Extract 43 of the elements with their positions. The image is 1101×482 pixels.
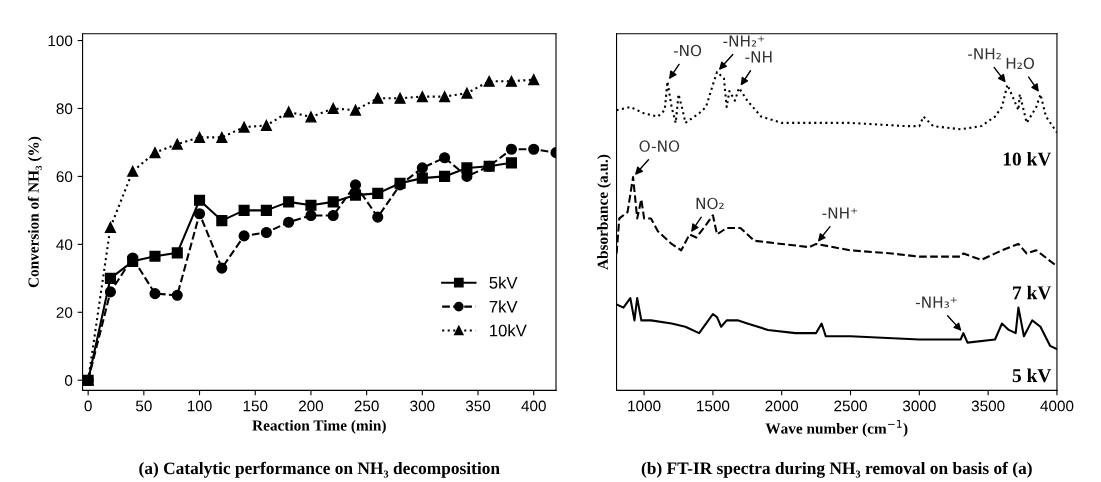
x-tick-label: 1000: [628, 400, 661, 412]
x-tick-label: 50: [135, 400, 152, 412]
x-axis-title: Reaction Time (min): [252, 419, 386, 434]
x-tick-label: 100: [187, 400, 212, 412]
series-label: 5 kV: [1012, 368, 1052, 383]
y-axis-title: Absorbance (a.u.): [597, 154, 611, 270]
series-label: 7 kV: [1013, 285, 1052, 300]
legend-label: 7kV: [489, 300, 518, 313]
annotation: O-NO: [639, 140, 680, 152]
y-tick-label: 40: [56, 239, 73, 251]
annotation: NO₂: [696, 197, 724, 210]
x-tick-label: 0: [84, 400, 92, 412]
x-tick-label: 200: [298, 400, 324, 412]
y-tick-label: 20: [56, 307, 73, 318]
annotation: H₂O: [1006, 57, 1035, 70]
annotation: -NH: [745, 51, 772, 63]
series-label: 10 kV: [1003, 151, 1052, 166]
text: (b) FT-IR spectra during NH₃ removal on basis of (a): [641, 461, 1032, 478]
x-tick-label: 3500: [971, 400, 1005, 412]
x-tick-label: 4000: [1040, 400, 1074, 412]
x-tick-label: 300: [410, 400, 435, 412]
y-tick-label: 80: [56, 103, 73, 115]
x-tick-label: 250: [354, 400, 379, 412]
annotation: -NO: [673, 44, 702, 57]
x-tick-label: 2000: [765, 400, 799, 412]
annotation: -NH₃⁺: [915, 296, 957, 308]
x-axis-title: Wave number (cm$^{−1}$): [765, 419, 908, 437]
y-tick-label: 0: [64, 375, 73, 386]
x-tick-label: 400: [521, 400, 546, 412]
x-tick-label: 3000: [902, 400, 936, 412]
legend-label: 10kV: [490, 324, 527, 337]
annotation: -NH₂⁺: [723, 35, 765, 47]
legend-label: 5kV: [489, 276, 518, 289]
x-tick-label: 2500: [834, 400, 867, 412]
annotation: -NH⁺: [822, 207, 858, 219]
text: (a) Catalytic performance on NH₃ decomposition: [139, 461, 500, 478]
y-axis-title: Conversion of NH₃ (%): [27, 136, 42, 288]
x-tick-label: 150: [243, 400, 268, 412]
y-tick-label: 60: [56, 171, 73, 183]
y-tick-label: 100: [48, 35, 73, 47]
x-tick-label: 350: [465, 400, 491, 412]
annotation: -NH₂: [968, 48, 1001, 60]
x-tick-label: 1500: [697, 400, 730, 412]
